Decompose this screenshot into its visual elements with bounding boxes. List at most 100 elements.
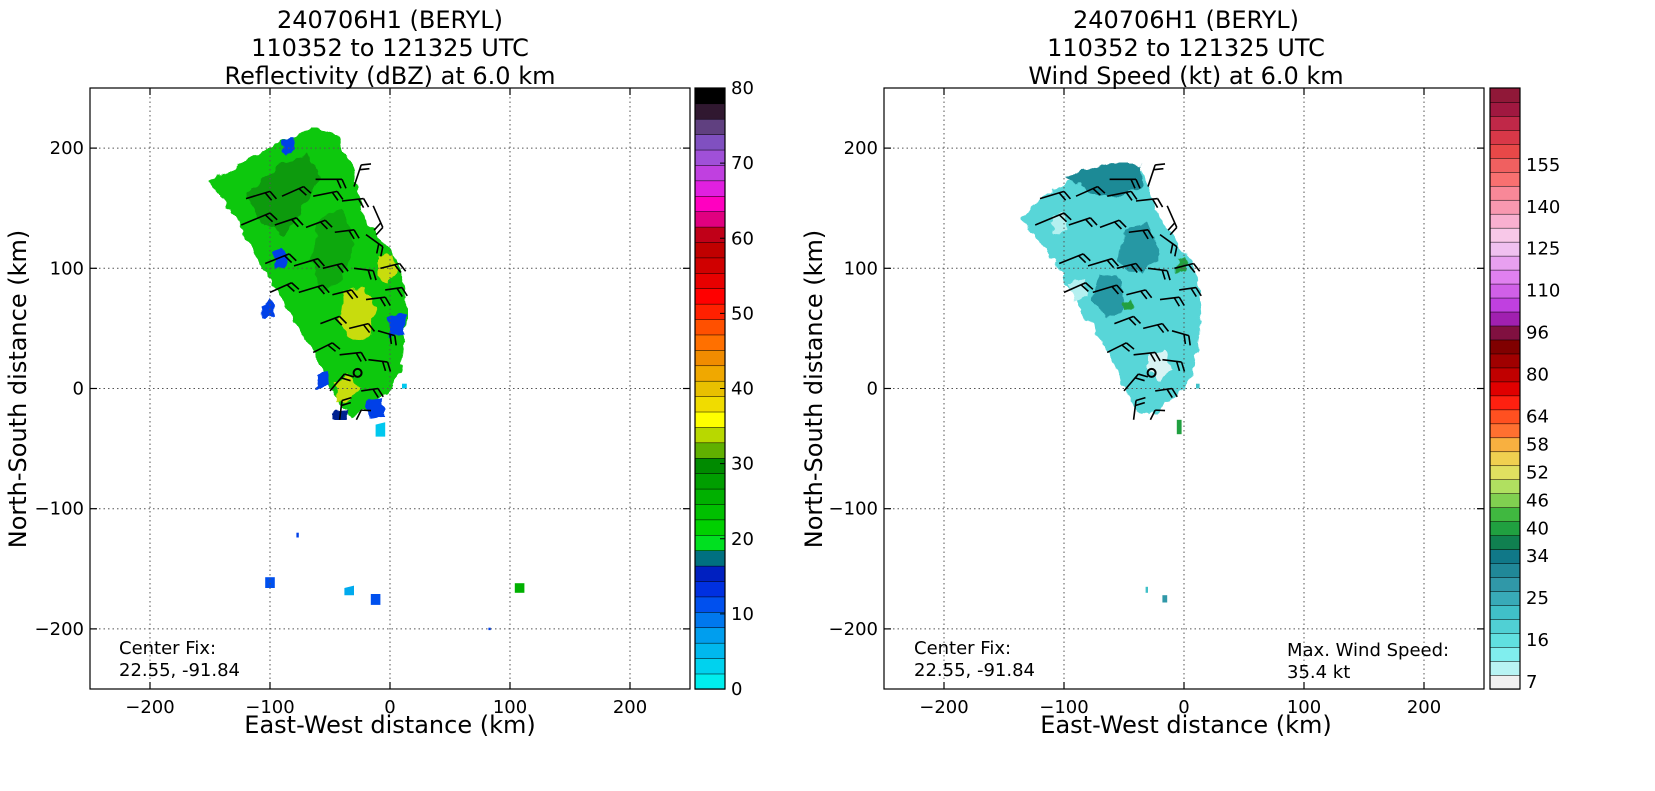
wind-field-speck (1146, 587, 1148, 593)
wind-field-speck (1196, 384, 1200, 389)
reflectivity-echo-blue (260, 300, 274, 319)
colorbar-tick-label: 155 (1526, 155, 1560, 176)
colorbar-swatch (1490, 437, 1520, 451)
colorbar-swatch (1490, 284, 1520, 298)
reflectivity-title-line-3: Reflectivity (dBZ) at 6.0 km (225, 62, 556, 90)
colorbar-tick-label: 16 (1526, 630, 1549, 651)
colorbar-swatch (1490, 591, 1520, 605)
colorbar-tick-label: 60 (731, 228, 754, 249)
colorbar-swatch (1490, 256, 1520, 270)
colorbar-swatch (1490, 535, 1520, 549)
wind-center-fix-value: 22.55, -91.84 (914, 660, 1035, 681)
colorbar-swatch (695, 211, 725, 227)
colorbar-tick-label: 140 (1526, 197, 1560, 218)
wind-field-speck (1177, 420, 1182, 434)
reflectivity-echo-speck (376, 422, 386, 436)
wind-y-axis-label: North-South distance (km) (800, 230, 828, 549)
colorbar-swatch (1490, 521, 1520, 535)
colorbar-swatch (695, 88, 725, 104)
colorbar-swatch (695, 365, 725, 381)
colorbar-swatch (695, 335, 725, 351)
colorbar-swatch (1490, 633, 1520, 647)
y-tick-label: −200 (35, 619, 84, 640)
colorbar-tick-label: 34 (1526, 546, 1549, 567)
y-tick-label: 100 (50, 258, 84, 279)
colorbar-swatch (1490, 577, 1520, 591)
reflectivity-x-axis-label: East-West distance (km) (244, 711, 535, 739)
colorbar-swatch (1490, 479, 1520, 493)
colorbar-swatch (695, 180, 725, 196)
reflectivity-echo-blue (316, 369, 330, 388)
wind-barb-flag (364, 199, 369, 208)
colorbar-swatch (1490, 549, 1520, 563)
reflectivity-title-line-2: 110352 to 121325 UTC (251, 34, 529, 62)
colorbar-swatch (1490, 200, 1520, 214)
y-tick-label: 200 (844, 138, 878, 159)
colorbar-swatch (1490, 228, 1520, 242)
colorbar-tick-label: 7 (1526, 672, 1537, 693)
colorbar-swatch (695, 442, 725, 458)
wind-barb-flag (400, 263, 406, 271)
colorbar-swatch (695, 396, 725, 412)
colorbar-swatch (1490, 144, 1520, 158)
colorbar-swatch (695, 165, 725, 181)
colorbar-swatch (695, 273, 725, 289)
y-tick-label: 0 (867, 379, 878, 400)
colorbar-swatch (1490, 102, 1520, 116)
wind-barb (373, 206, 383, 228)
colorbar-tick-label: 20 (731, 529, 754, 550)
reflectivity-center-fix-label: Center Fix: (119, 638, 216, 659)
wind-title-line-3: Wind Speed (kt) at 6.0 km (1028, 62, 1343, 90)
wind-barb (354, 165, 361, 187)
colorbar-swatch (1490, 451, 1520, 465)
reflectivity-echo-speck (296, 533, 298, 538)
wind-barb-flag (376, 227, 383, 234)
colorbar-swatch (1490, 409, 1520, 423)
colorbar-swatch (695, 288, 725, 304)
wind-barb (1148, 165, 1155, 187)
colorbar-swatch (1490, 507, 1520, 521)
y-tick-label: −100 (829, 499, 878, 520)
colorbar-swatch (695, 119, 725, 135)
reflectivity-echo-speck (344, 586, 354, 596)
colorbar-tick-label: 10 (731, 604, 754, 625)
x-tick-label: 200 (1407, 697, 1441, 718)
colorbar-tick-label: 70 (731, 153, 754, 174)
max-wind-speed-value: 35.4 kt (1287, 662, 1350, 683)
colorbar-tick-label: 46 (1526, 490, 1549, 511)
colorbar-swatch (1490, 382, 1520, 396)
colorbar-swatch (1490, 563, 1520, 577)
colorbar-swatch (1490, 312, 1520, 326)
x-tick-label: 200 (613, 697, 647, 718)
wind-field-speck (1162, 595, 1167, 602)
colorbar-tick-label: 58 (1526, 434, 1549, 455)
reflectivity-echo-speck (488, 628, 490, 630)
wind-barb-flag (1168, 223, 1175, 230)
colorbar-tick-label: 80 (731, 78, 754, 99)
colorbar-swatch (1490, 647, 1520, 661)
reflectivity-title-line-1: 240706H1 (BERYL) (277, 6, 503, 34)
wind-barb-flag (1154, 169, 1164, 170)
colorbar-swatch (695, 550, 725, 566)
wind-barb-flag (1194, 263, 1200, 271)
colorbar-swatch (695, 227, 725, 243)
colorbar-swatch (1490, 158, 1520, 172)
colorbar-swatch (695, 304, 725, 320)
colorbar-swatch (1490, 395, 1520, 409)
wind-barb-flag (360, 169, 370, 170)
colorbar-swatch (695, 196, 725, 212)
colorbar-swatch (1490, 493, 1520, 507)
colorbar-swatch (695, 258, 725, 274)
colorbar-swatch (1490, 186, 1520, 200)
wind-barb (1167, 206, 1177, 228)
reflectivity-center-fix-value: 22.55, -91.84 (119, 660, 240, 681)
wind-center-fix-label: Center Fix: (914, 638, 1011, 659)
colorbar-tick-label: 0 (731, 679, 742, 700)
colorbar-swatch (1490, 270, 1520, 284)
wind-barb-flag (1158, 199, 1163, 208)
colorbar-tick-label: 80 (1526, 365, 1549, 386)
colorbar-swatch (695, 597, 725, 613)
